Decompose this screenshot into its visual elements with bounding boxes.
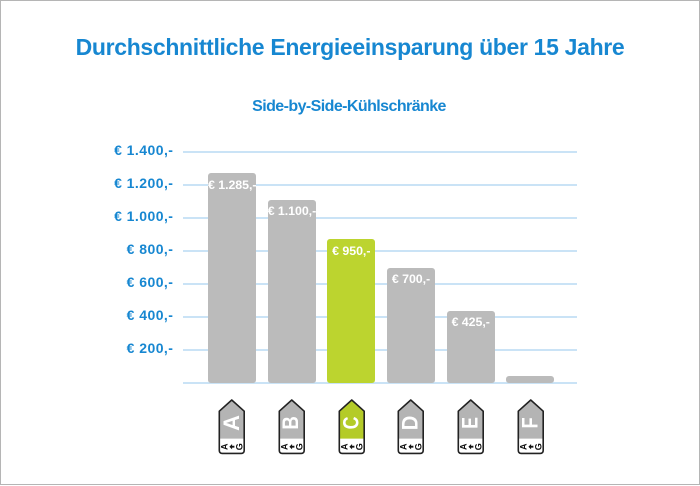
svg-text:F: F xyxy=(518,418,542,429)
svg-text:G: G xyxy=(473,443,483,450)
svg-text:B: B xyxy=(280,416,304,430)
svg-text:G: G xyxy=(414,443,424,450)
svg-text:A: A xyxy=(399,443,409,450)
svg-text:E: E xyxy=(458,417,482,429)
svg-text:G: G xyxy=(294,443,304,450)
svg-text:D: D xyxy=(399,416,423,431)
svg-text:A: A xyxy=(220,415,245,431)
svg-text:A: A xyxy=(458,443,468,450)
svg-text:G: G xyxy=(354,443,364,450)
svg-text:G: G xyxy=(235,443,245,450)
svg-text:G: G xyxy=(533,443,543,450)
svg-text:A: A xyxy=(518,443,528,450)
svg-text:A: A xyxy=(339,443,349,450)
svg-text:A: A xyxy=(279,443,289,450)
svg-text:A: A xyxy=(220,443,230,450)
svg-text:C: C xyxy=(339,417,363,430)
